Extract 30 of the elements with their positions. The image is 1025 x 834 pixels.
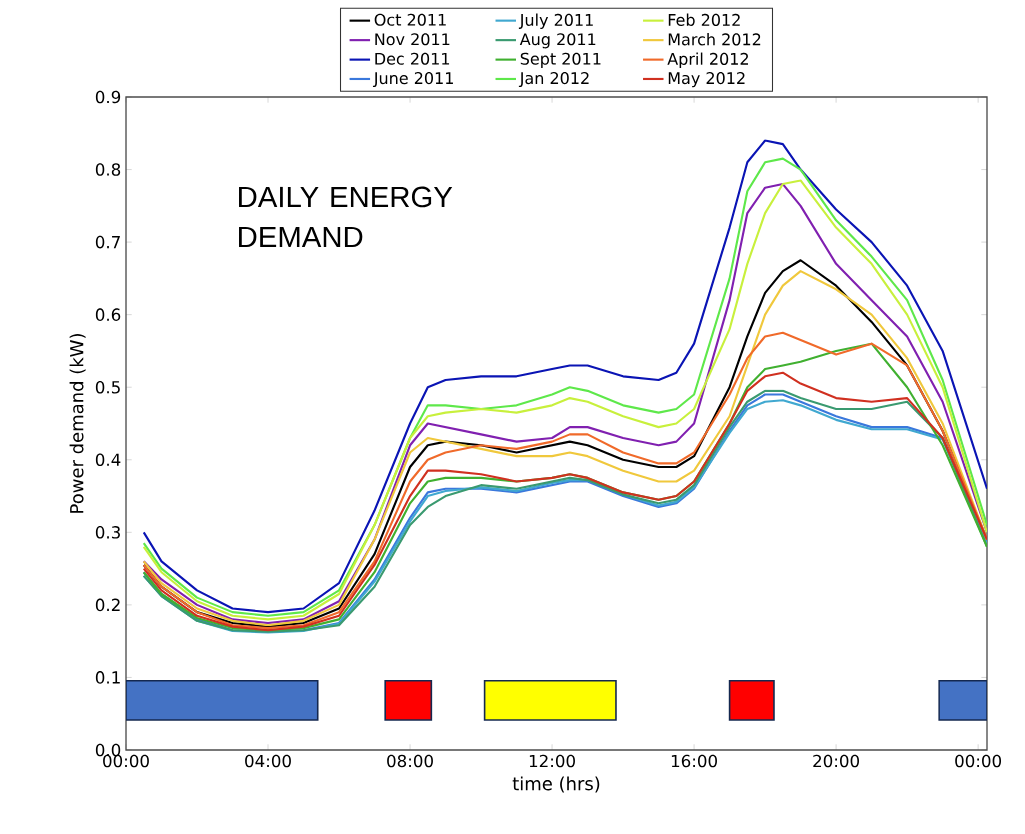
y-tick-label: 0.3 (95, 526, 120, 539)
legend-label: April 2012 (667, 52, 748, 69)
y-tick-label: 0.1 (95, 671, 120, 684)
legend-label: July 2011 (518, 13, 593, 30)
legend-label: May 2012 (668, 72, 745, 88)
legend-label: June 2011 (372, 72, 453, 88)
annotation: DAILY ENERGY DEMAND (239, 186, 453, 248)
legend-label: Feb 2012 (668, 13, 740, 26)
legend-label: March 2012 (668, 33, 761, 46)
y-tick-label: 0.7 (95, 235, 120, 249)
x-tick-label: 20:00 (813, 754, 859, 768)
x-axis-title: time (hrs) (512, 776, 600, 793)
x-tick-label: 08:00 (387, 754, 433, 768)
y-tick-label: 0.6 (95, 308, 121, 321)
x-tick-label: 12:00 (529, 754, 575, 768)
x-tick-label: 04:00 (245, 754, 291, 768)
x-tick-label: 16:00 (671, 754, 717, 768)
y-tick-label: 0.8 (95, 163, 121, 176)
y-tick-label: 0.2 (95, 598, 120, 612)
legend-label: Sept 2011 (520, 52, 601, 68)
y-tick-label: 0.9 (95, 90, 121, 104)
y-axis-title: Power demand (kW) (69, 334, 86, 513)
legend-label: Nov 2011 (375, 33, 450, 46)
legend-label: Dec 2011 (375, 52, 450, 65)
legend-label: Aug 2011 (519, 33, 596, 49)
y-tick-label: 0.4 (95, 453, 121, 467)
y-tick-label: 0.5 (95, 380, 120, 394)
legend-label: Oct 2011 (374, 13, 446, 26)
x-tick-label: 00:00 (955, 754, 1002, 768)
legend-label: Jan 2012 (518, 72, 589, 88)
